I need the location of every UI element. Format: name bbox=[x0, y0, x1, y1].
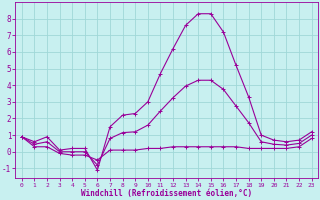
X-axis label: Windchill (Refroidissement éolien,°C): Windchill (Refroidissement éolien,°C) bbox=[81, 189, 252, 198]
